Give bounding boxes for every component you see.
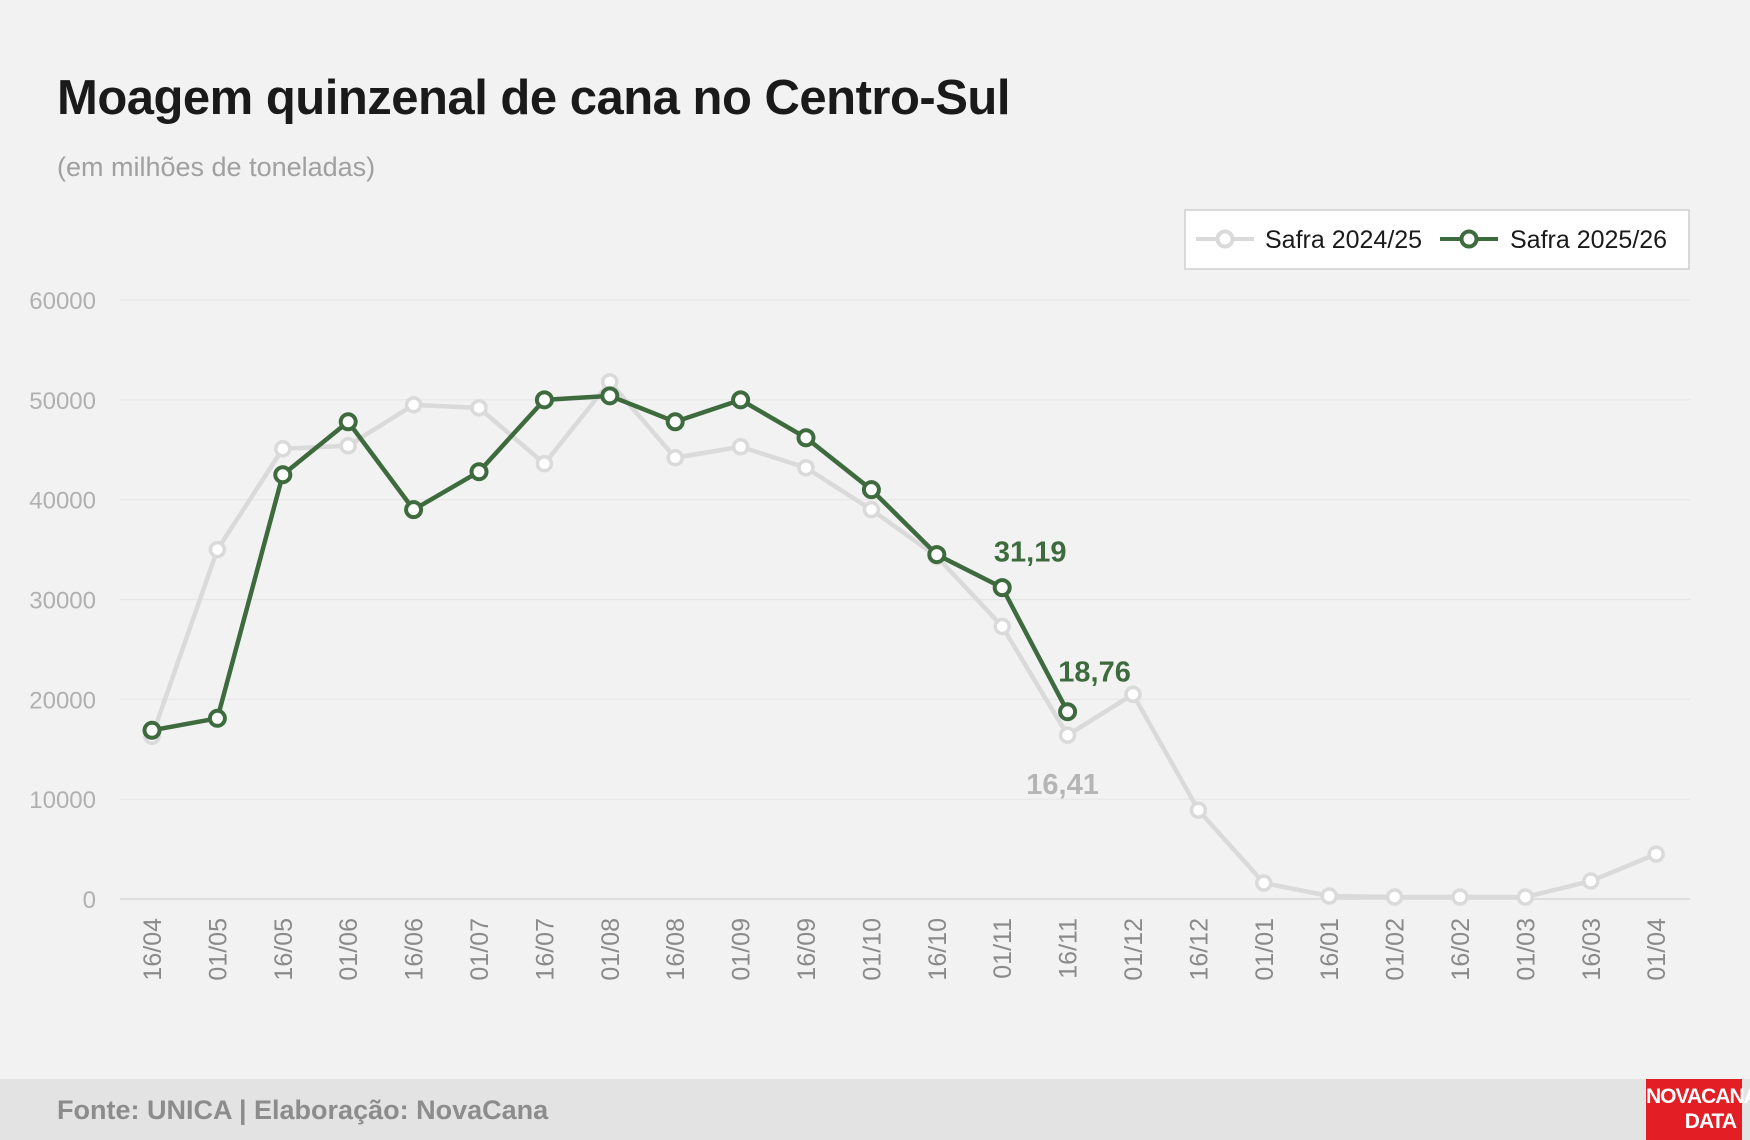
point-2024-25: [862, 500, 881, 519]
point-2025-26: [600, 386, 620, 406]
x-tick-label: 01/07: [466, 918, 494, 981]
point-2024-25: [208, 540, 227, 559]
point-2025-26: [273, 465, 293, 485]
point-2024-25: [1582, 872, 1600, 890]
x-tick-label: 16/05: [270, 918, 298, 981]
point-2025-26: [1058, 702, 1078, 722]
footer: Fonte: UNICA | Elaboração: NovaCana NOVA…: [0, 1079, 1750, 1140]
point-2024-25: [1320, 887, 1338, 905]
point-2025-26: [534, 390, 554, 410]
x-tick-label: 01/09: [728, 918, 756, 981]
legend: Safra 2024/25 Safra 2025/26: [1184, 209, 1690, 270]
point-2024-25: [339, 437, 357, 455]
x-tick-label: 01/03: [1512, 918, 1540, 981]
point-2024-25: [993, 617, 1011, 636]
chart-subtitle: (em milhões de toneladas): [57, 152, 376, 182]
point-2025-26: [796, 428, 816, 448]
data-label: 31,19: [994, 537, 1067, 569]
x-tick-label: 16/12: [1185, 918, 1213, 981]
x-tick-label: 16/03: [1578, 918, 1606, 981]
x-axis-ticks: 16/04 01/05 16/05 01/06 16/06 01/07 16/07 01/08…: [139, 918, 1671, 981]
point-2024-25: [1058, 726, 1077, 744]
point-2024-25: [797, 458, 815, 477]
x-tick-label: 01/11: [989, 918, 1017, 979]
point-2024-25: [404, 396, 423, 414]
data-label: 16,41: [1026, 769, 1099, 801]
x-tick-label: 16/08: [662, 918, 690, 981]
x-tick-label: 01/10: [858, 918, 886, 981]
legend-label-2025: Safra 2025/26: [1510, 226, 1667, 254]
point-2024-25: [274, 440, 292, 458]
point-2025-26: [207, 708, 227, 728]
x-tick-label: 16/04: [139, 918, 167, 981]
line-chart: 0 10000 20000 30000 40000 50000 60000 16/04 01/…: [29, 209, 1690, 981]
x-tick-label: 16/09: [793, 918, 821, 981]
y-tick-label: 20000: [29, 687, 96, 714]
legend-marker-2024: [1215, 229, 1235, 249]
point-2024-25: [1189, 801, 1208, 819]
point-2024-25: [1385, 888, 1404, 906]
y-tick-label: 0: [83, 887, 96, 914]
series-layer: [142, 373, 1665, 906]
x-tick-label: 01/12: [1120, 918, 1148, 981]
point-2025-26: [665, 412, 685, 432]
point-2025-26: [469, 462, 489, 482]
x-tick-label: 16/10: [924, 918, 952, 981]
legend-label-2024: Safra 2024/25: [1265, 226, 1422, 254]
source-note: Fonte: UNICA | Elaboração: NovaCana: [57, 1095, 549, 1125]
logo-line-1: NOVACANA: [1646, 1085, 1750, 1108]
point-2024-25: [470, 399, 488, 417]
grid-layer: [120, 299, 1690, 900]
point-2025-26: [992, 578, 1012, 598]
point-2025-26: [142, 720, 162, 740]
x-tick-label: 16/02: [1447, 918, 1475, 981]
y-tick-label: 10000: [29, 787, 96, 814]
point-2024-25: [666, 448, 684, 467]
x-tick-label: 16/01: [1316, 918, 1344, 981]
y-tick-label: 60000: [29, 288, 96, 315]
point-2024-25: [1124, 685, 1142, 704]
x-tick-label: 01/02: [1382, 918, 1410, 981]
data-label: 18,76: [1058, 657, 1131, 689]
y-tick-label: 50000: [29, 388, 96, 415]
x-tick-label: 01/04: [1643, 918, 1671, 981]
point-2024-25: [1516, 888, 1535, 906]
annotation-layer: 31,19 18,76 16,41: [994, 537, 1131, 802]
x-tick-label: 01/01: [1251, 918, 1279, 981]
x-tick-label: 16/07: [531, 918, 559, 981]
y-tick-label: 40000: [29, 488, 96, 515]
x-tick-label: 01/05: [204, 918, 232, 981]
y-tick-label: 30000: [29, 588, 96, 615]
point-2024-25: [1451, 888, 1469, 906]
point-2025-26: [731, 390, 751, 410]
point-2025-26: [404, 500, 424, 520]
chart-title: Moagem quinzenal de cana no Centro-Sul: [57, 71, 1010, 125]
x-tick-label: 01/08: [597, 918, 625, 981]
novacana-data-logo: NOVACANA DATA: [1646, 1079, 1750, 1140]
point-2024-25: [1255, 874, 1273, 892]
point-2025-26: [338, 412, 358, 432]
logo-line-2: DATA: [1684, 1110, 1737, 1133]
x-tick-label: 16/06: [401, 918, 429, 981]
legend-marker-2025: [1459, 229, 1479, 249]
y-axis-ticks: 0 10000 20000 30000 40000 50000 60000: [29, 288, 96, 914]
point-2024-25: [1647, 845, 1665, 863]
point-2025-26: [861, 480, 881, 500]
point-2024-25: [535, 454, 554, 473]
series-line-2024-25: [149, 379, 1658, 900]
x-tick-label: 16/11: [1055, 918, 1083, 979]
point-2025-26: [927, 545, 947, 565]
point-2024-25: [731, 438, 750, 456]
x-tick-label: 01/06: [335, 918, 363, 981]
